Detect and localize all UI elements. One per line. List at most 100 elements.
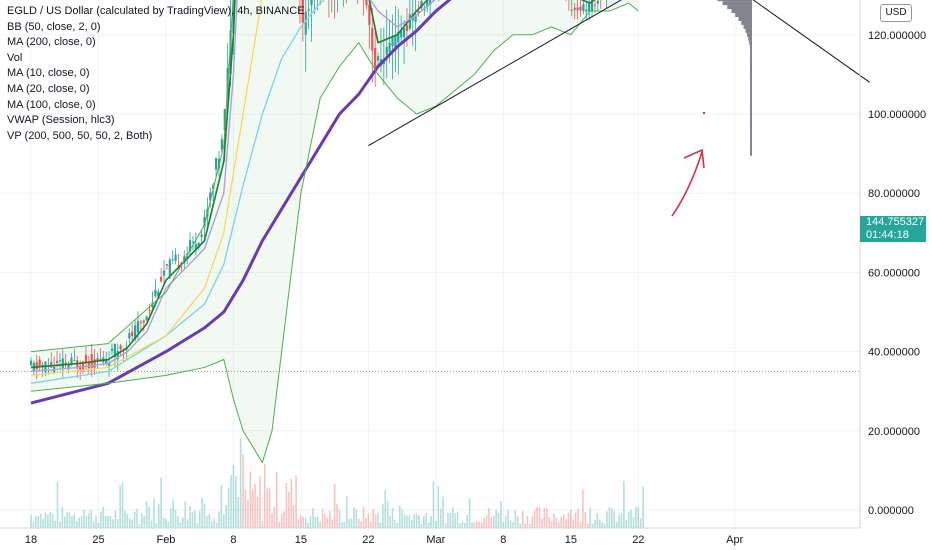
volume-bar <box>319 521 321 528</box>
volume-bar <box>203 503 206 528</box>
volume-profile-bar <box>750 96 752 101</box>
volume-bar <box>251 488 254 528</box>
volume-profile-bar <box>727 5 752 10</box>
volume-bar <box>280 514 283 528</box>
volume-bar <box>324 514 326 528</box>
candle-body <box>223 109 226 131</box>
volume-bar <box>331 519 334 528</box>
candle-body <box>408 14 411 29</box>
volume-profile-bar <box>750 108 752 113</box>
volume-bar <box>365 517 367 528</box>
volume-bar <box>379 522 382 528</box>
volume-profile-bar <box>741 20 752 25</box>
volume-bar <box>237 497 240 528</box>
candle-body <box>131 331 134 337</box>
candle-body <box>134 325 137 340</box>
volume-bar <box>601 522 603 528</box>
indicator-vp[interactable]: VP (200, 500, 50, 50, 2, Both) <box>7 129 153 142</box>
candle-body <box>116 351 119 360</box>
volume-bar <box>266 488 268 528</box>
volume-profile-bar <box>750 100 752 105</box>
volume-bar <box>32 521 35 528</box>
volume-bar <box>620 513 623 528</box>
candle-body <box>428 0 432 6</box>
x-tick-label: Apr <box>726 534 743 546</box>
candle-body <box>128 333 131 339</box>
candle-body <box>61 358 64 368</box>
volume-bar <box>449 512 452 528</box>
volume-profile-bar <box>750 64 752 69</box>
volume-bar <box>247 500 249 528</box>
volume-bar <box>531 516 534 528</box>
volume-bar <box>350 518 353 528</box>
volume-bar <box>594 519 596 528</box>
candle-body <box>570 9 573 11</box>
volume-bar <box>427 522 430 528</box>
candle-body <box>35 362 38 370</box>
volume-profile-bar <box>750 88 752 93</box>
volume-bar <box>403 514 406 528</box>
indicator-ma10[interactable]: MA (10, close, 0) <box>7 67 90 80</box>
volume-bar <box>80 516 83 528</box>
candle-body <box>582 4 585 12</box>
volume-profile-bar <box>750 147 752 152</box>
volume-bar <box>391 508 394 528</box>
volume-bar <box>304 518 307 528</box>
volume-bar <box>572 519 575 528</box>
candle-body <box>394 36 397 51</box>
indicator-ma100[interactable]: MA (100, close, 0) <box>7 98 96 111</box>
candle-body <box>197 242 200 248</box>
volume-profile-bar <box>735 13 752 17</box>
series-line <box>30 0 263 376</box>
candle-body <box>417 10 420 14</box>
volume-bar <box>500 500 502 528</box>
volume-bar <box>374 514 377 528</box>
candle-body <box>307 9 310 11</box>
volume-bar <box>468 498 471 528</box>
volume-bar <box>509 520 512 528</box>
currency-button[interactable]: USD <box>880 4 912 22</box>
candle-body <box>29 360 33 366</box>
volume-bar <box>307 522 309 528</box>
volume-bar <box>623 480 625 528</box>
volume-bar <box>447 512 449 528</box>
volume-bar <box>92 521 95 528</box>
volume-bar <box>415 513 418 528</box>
x-tick-label: Mar <box>426 534 445 546</box>
volume-bar <box>259 476 261 528</box>
volume-bar <box>439 508 442 528</box>
indicator-vol[interactable]: Vol <box>7 51 23 64</box>
indicator-bb[interactable]: BB (50, close, 2, 0) <box>7 20 101 33</box>
volume-profile-bar <box>750 135 752 140</box>
volume-bar <box>177 515 179 528</box>
series-line <box>30 0 596 369</box>
volume-bar <box>66 511 68 528</box>
volume-profile-bar <box>750 104 752 109</box>
volume-bar <box>276 472 278 528</box>
volume-bar <box>355 509 358 528</box>
candle-body <box>301 0 304 23</box>
volume-bar <box>131 520 134 528</box>
volume-profile-bar <box>750 119 752 124</box>
volume-bar <box>145 501 148 528</box>
volume-profile-bar <box>750 84 752 89</box>
symbol-title[interactable]: EGLD / US Dollar (calculated by TradingV… <box>7 5 305 17</box>
volume-bar <box>220 484 223 528</box>
volume-bar <box>541 518 543 528</box>
volume-bar <box>382 504 384 528</box>
volume-bar <box>495 509 497 528</box>
candle-body <box>596 0 599 4</box>
indicator-vwap[interactable]: VWAP (Session, hlc3) <box>7 114 115 127</box>
series-line <box>30 0 234 353</box>
y-tick-label: 20.000000 <box>868 426 920 438</box>
volume-profile-bar <box>750 80 752 85</box>
candle-body <box>107 362 111 366</box>
volume-bar <box>338 509 341 528</box>
volume-bar <box>174 509 177 528</box>
chart-legend: EGLD / US Dollar (calculated by TradingV… <box>7 4 305 144</box>
indicator-ma200[interactable]: MA (200, close, 0) <box>7 36 96 49</box>
indicator-ma20[interactable]: MA (20, close, 0) <box>7 82 90 95</box>
volume-bar <box>639 518 642 528</box>
candle-body <box>194 243 197 251</box>
